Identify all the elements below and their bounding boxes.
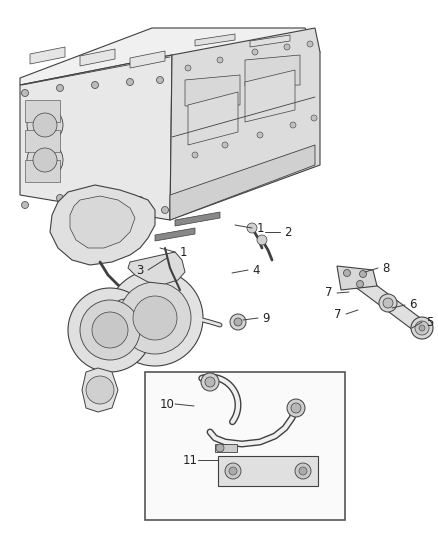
Polygon shape bbox=[30, 47, 65, 64]
Circle shape bbox=[33, 113, 57, 137]
Circle shape bbox=[419, 325, 425, 331]
Circle shape bbox=[295, 463, 311, 479]
Circle shape bbox=[86, 376, 114, 404]
Circle shape bbox=[379, 294, 397, 312]
Text: 4: 4 bbox=[252, 263, 260, 277]
Circle shape bbox=[284, 44, 290, 50]
Circle shape bbox=[185, 65, 191, 71]
Circle shape bbox=[57, 195, 64, 201]
Polygon shape bbox=[195, 34, 235, 46]
Circle shape bbox=[21, 90, 28, 96]
Text: 10: 10 bbox=[159, 398, 174, 410]
Circle shape bbox=[92, 312, 128, 348]
Circle shape bbox=[192, 152, 198, 158]
Polygon shape bbox=[245, 55, 300, 86]
Polygon shape bbox=[128, 252, 185, 284]
Circle shape bbox=[205, 377, 215, 387]
Circle shape bbox=[27, 107, 63, 143]
Circle shape bbox=[299, 467, 307, 475]
Circle shape bbox=[257, 132, 263, 138]
Polygon shape bbox=[170, 28, 320, 220]
Circle shape bbox=[343, 270, 350, 277]
Circle shape bbox=[287, 399, 305, 417]
Bar bbox=[215, 444, 237, 452]
Text: 8: 8 bbox=[382, 262, 390, 274]
Text: 11: 11 bbox=[183, 454, 198, 466]
Polygon shape bbox=[25, 130, 60, 152]
Circle shape bbox=[137, 197, 144, 204]
Circle shape bbox=[229, 467, 237, 475]
Circle shape bbox=[360, 271, 367, 278]
Text: 2: 2 bbox=[284, 225, 292, 238]
Circle shape bbox=[33, 148, 57, 172]
Circle shape bbox=[290, 122, 296, 128]
Polygon shape bbox=[70, 196, 135, 248]
Circle shape bbox=[107, 270, 203, 366]
Circle shape bbox=[217, 57, 223, 63]
Circle shape bbox=[247, 223, 257, 233]
Circle shape bbox=[96, 190, 103, 197]
Polygon shape bbox=[170, 145, 315, 220]
Circle shape bbox=[156, 77, 163, 84]
Text: 7: 7 bbox=[325, 287, 333, 300]
Circle shape bbox=[257, 235, 267, 245]
Circle shape bbox=[133, 296, 177, 340]
Polygon shape bbox=[20, 55, 172, 220]
Polygon shape bbox=[351, 272, 422, 330]
Circle shape bbox=[216, 444, 224, 452]
Circle shape bbox=[411, 317, 433, 339]
Bar bbox=[145, 372, 345, 520]
Circle shape bbox=[311, 115, 317, 121]
Polygon shape bbox=[337, 266, 377, 290]
Text: 6: 6 bbox=[409, 298, 417, 311]
Polygon shape bbox=[105, 292, 175, 345]
Circle shape bbox=[222, 142, 228, 148]
Circle shape bbox=[252, 49, 258, 55]
Bar bbox=[218, 456, 318, 486]
Polygon shape bbox=[130, 51, 165, 68]
Circle shape bbox=[307, 41, 313, 47]
Polygon shape bbox=[185, 75, 240, 106]
Circle shape bbox=[92, 82, 99, 88]
Polygon shape bbox=[82, 368, 118, 412]
Polygon shape bbox=[25, 160, 60, 182]
Polygon shape bbox=[245, 70, 295, 122]
Circle shape bbox=[80, 300, 140, 360]
Polygon shape bbox=[175, 212, 220, 226]
Circle shape bbox=[119, 282, 191, 354]
Circle shape bbox=[291, 403, 301, 413]
Text: 5: 5 bbox=[426, 316, 434, 328]
Circle shape bbox=[234, 318, 242, 326]
Circle shape bbox=[27, 142, 63, 178]
Circle shape bbox=[201, 373, 219, 391]
Text: 3: 3 bbox=[136, 263, 144, 277]
Circle shape bbox=[383, 298, 393, 308]
Text: 1: 1 bbox=[256, 222, 264, 235]
Circle shape bbox=[21, 201, 28, 208]
Text: 9: 9 bbox=[262, 311, 270, 325]
Polygon shape bbox=[188, 92, 238, 145]
Text: 1: 1 bbox=[179, 246, 187, 259]
Polygon shape bbox=[50, 185, 155, 265]
Polygon shape bbox=[20, 28, 320, 85]
Circle shape bbox=[357, 280, 364, 287]
Circle shape bbox=[68, 288, 152, 372]
Text: 7: 7 bbox=[334, 308, 342, 320]
Circle shape bbox=[162, 206, 169, 214]
Circle shape bbox=[57, 85, 64, 92]
Polygon shape bbox=[80, 49, 115, 66]
Polygon shape bbox=[250, 35, 290, 47]
Polygon shape bbox=[155, 228, 195, 241]
Circle shape bbox=[415, 321, 429, 335]
Circle shape bbox=[127, 78, 134, 85]
Polygon shape bbox=[25, 100, 60, 122]
Circle shape bbox=[225, 463, 241, 479]
Circle shape bbox=[230, 314, 246, 330]
